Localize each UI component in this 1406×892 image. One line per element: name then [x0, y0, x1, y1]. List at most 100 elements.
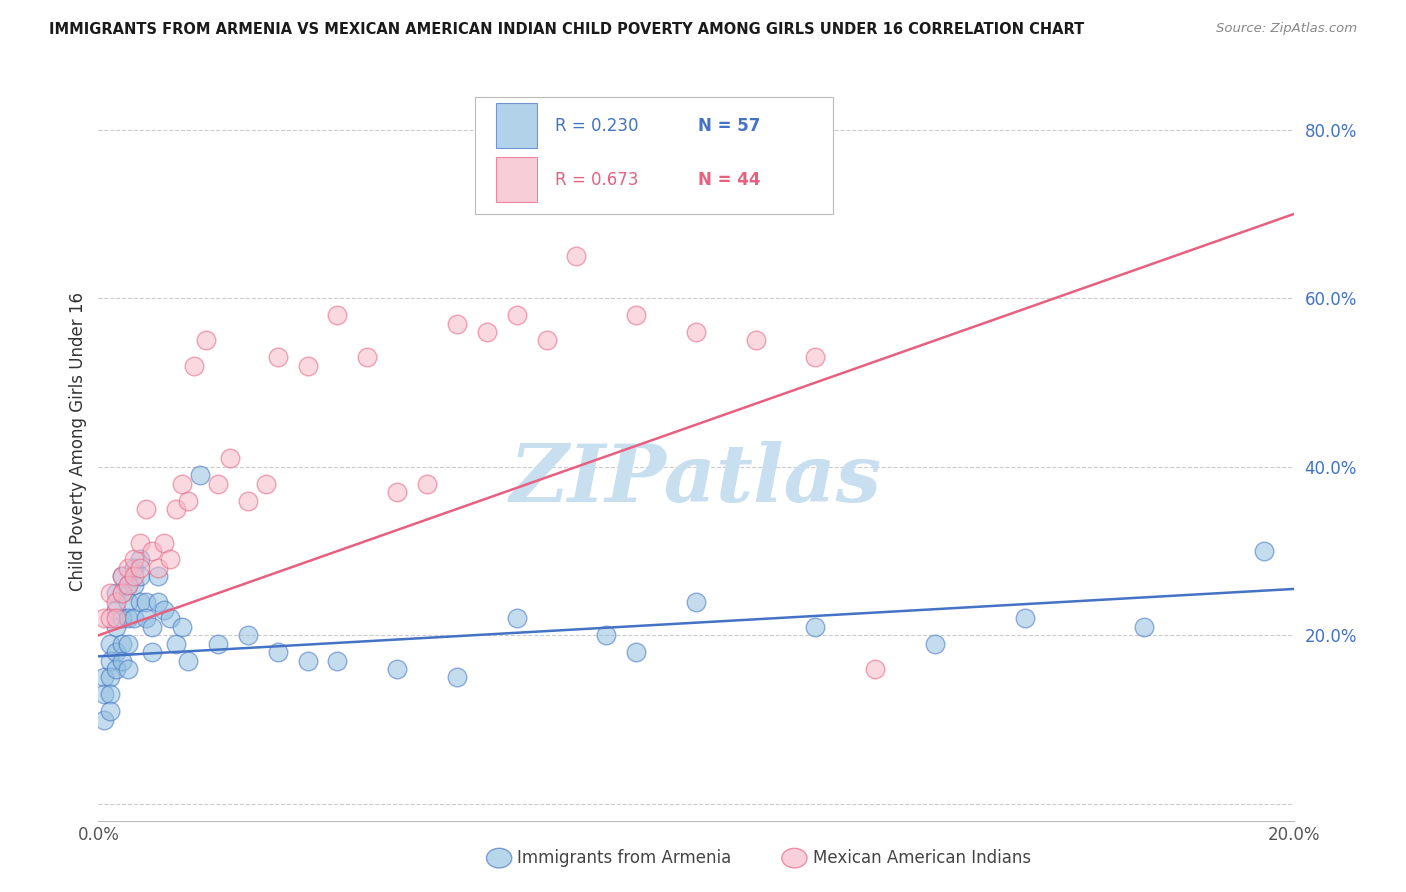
- Point: [475, 325, 498, 339]
- Text: IMMIGRANTS FROM ARMENIA VS MEXICAN AMERICAN INDIAN CHILD POVERTY AMONG GIRLS UND: IMMIGRANTS FROM ARMENIA VS MEXICAN AMERI…: [49, 22, 1084, 37]
- Point: [506, 308, 529, 322]
- Point: [356, 351, 378, 365]
- Point: [105, 611, 128, 625]
- Point: [1133, 620, 1156, 634]
- Point: [267, 351, 290, 365]
- Point: [105, 586, 128, 600]
- Point: [236, 628, 259, 642]
- Point: [129, 594, 152, 608]
- Point: [595, 628, 617, 642]
- Point: [153, 603, 176, 617]
- Point: [207, 476, 229, 491]
- Point: [416, 476, 439, 491]
- Point: [111, 637, 134, 651]
- Point: [148, 561, 170, 575]
- Point: [326, 654, 349, 668]
- Point: [1014, 611, 1036, 625]
- Point: [188, 468, 211, 483]
- Point: [129, 561, 152, 575]
- Point: [626, 645, 648, 659]
- Text: ZIPatlas: ZIPatlas: [510, 441, 882, 518]
- Point: [93, 687, 115, 701]
- Point: [117, 637, 139, 651]
- Point: [111, 611, 134, 625]
- Point: [129, 569, 152, 583]
- Text: Mexican American Indians: Mexican American Indians: [813, 849, 1031, 867]
- Point: [159, 611, 181, 625]
- Point: [177, 493, 200, 508]
- Point: [385, 662, 409, 676]
- Point: [111, 569, 134, 583]
- Point: [124, 552, 146, 566]
- Point: [219, 451, 242, 466]
- Text: Immigrants from Armenia: Immigrants from Armenia: [517, 849, 731, 867]
- Point: [117, 662, 139, 676]
- Point: [141, 645, 163, 659]
- Point: [117, 594, 139, 608]
- Point: [117, 561, 139, 575]
- Point: [446, 670, 468, 684]
- Point: [236, 493, 259, 508]
- Point: [93, 670, 115, 684]
- Point: [105, 594, 128, 608]
- Point: [159, 552, 181, 566]
- Point: [124, 569, 146, 583]
- Point: [117, 578, 139, 592]
- Text: R = 0.230: R = 0.230: [555, 117, 638, 135]
- Point: [93, 611, 115, 625]
- Point: [98, 586, 122, 600]
- Point: [626, 308, 648, 322]
- Point: [98, 670, 122, 684]
- Point: [141, 620, 163, 634]
- Point: [506, 611, 529, 625]
- Text: R = 0.673: R = 0.673: [555, 170, 638, 188]
- Point: [297, 359, 319, 373]
- Y-axis label: Child Poverty Among Girls Under 16: Child Poverty Among Girls Under 16: [69, 292, 87, 591]
- Text: N = 57: N = 57: [699, 117, 761, 135]
- Point: [183, 359, 205, 373]
- Point: [105, 645, 128, 659]
- Point: [105, 662, 128, 676]
- Point: [536, 334, 558, 348]
- Point: [297, 654, 319, 668]
- Point: [135, 594, 157, 608]
- Point: [865, 662, 887, 676]
- Point: [98, 704, 122, 718]
- Point: [254, 476, 277, 491]
- Point: [148, 569, 170, 583]
- FancyBboxPatch shape: [496, 157, 537, 202]
- Point: [98, 687, 122, 701]
- Point: [207, 637, 229, 651]
- Point: [165, 502, 187, 516]
- Point: [267, 645, 290, 659]
- FancyBboxPatch shape: [496, 103, 537, 148]
- Point: [924, 637, 946, 651]
- Point: [804, 351, 827, 365]
- Point: [105, 620, 128, 634]
- Point: [804, 620, 827, 634]
- Point: [655, 190, 678, 204]
- Point: [111, 654, 134, 668]
- Point: [172, 476, 194, 491]
- Point: [135, 611, 157, 625]
- Point: [111, 569, 134, 583]
- Point: [129, 535, 152, 549]
- Point: [745, 334, 768, 348]
- Point: [124, 561, 146, 575]
- Point: [135, 502, 157, 516]
- Text: N = 44: N = 44: [699, 170, 761, 188]
- Point: [565, 249, 588, 263]
- Point: [124, 578, 146, 592]
- Point: [195, 334, 218, 348]
- Point: [1253, 544, 1275, 558]
- Point: [105, 603, 128, 617]
- Point: [177, 654, 200, 668]
- Point: [685, 594, 707, 608]
- Point: [93, 713, 115, 727]
- Point: [117, 578, 139, 592]
- Point: [385, 485, 409, 500]
- Point: [446, 317, 468, 331]
- Point: [148, 594, 170, 608]
- Point: [111, 586, 134, 600]
- Text: Source: ZipAtlas.com: Source: ZipAtlas.com: [1216, 22, 1357, 36]
